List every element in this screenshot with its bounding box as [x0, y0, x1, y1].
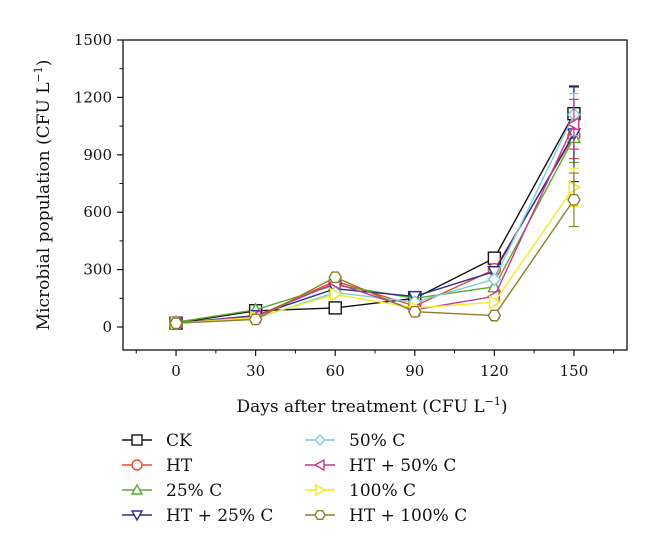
- data-point: [487, 272, 502, 287]
- data-point: [328, 271, 343, 284]
- legend-item: CK: [122, 431, 192, 451]
- series-line: [175, 137, 575, 323]
- legend-item: HT + 25% C: [122, 506, 273, 526]
- legend-label: HT + 50% C: [349, 456, 456, 476]
- legend: CK HT 25% C HT + 25% C 50% C HT + 50% C 100% C…: [122, 431, 467, 526]
- legend-label: 50% C: [349, 431, 405, 451]
- x-tick-label: 0: [171, 362, 181, 380]
- legend-marker: [314, 509, 326, 521]
- legend-marker: [131, 459, 143, 471]
- legend-label: CK: [166, 431, 192, 451]
- legend-marker: [314, 434, 326, 446]
- data-point: [329, 287, 343, 302]
- series-ht-100-c: [169, 172, 581, 330]
- series-line: [175, 133, 575, 324]
- legend-label: 25% C: [166, 481, 222, 501]
- series-line: [175, 123, 575, 324]
- legend-label: HT: [166, 456, 193, 476]
- legend-item: HT + 50% C: [305, 456, 456, 476]
- series-100-c: [170, 167, 582, 331]
- legend-label: HT + 100% C: [349, 506, 467, 526]
- data-point: [488, 294, 502, 310]
- legend-item: 25% C: [122, 481, 222, 501]
- x-tick-label: 120: [480, 362, 509, 380]
- legend-marker: [130, 483, 144, 495]
- data-point: [487, 309, 502, 322]
- legend-marker: [130, 510, 144, 522]
- y-tick-label: 300: [83, 261, 112, 279]
- legend-label: 100% C: [349, 481, 416, 501]
- y-tick-label: 1200: [74, 88, 112, 106]
- series-line: [175, 113, 575, 324]
- y-tick-label: 600: [83, 203, 112, 221]
- legend-item: HT + 100% C: [305, 506, 467, 526]
- data-point: [567, 193, 581, 206]
- y-tick-label: 900: [83, 146, 112, 164]
- y-axis-title: Microbial population (CFU L−1): [32, 60, 54, 331]
- x-tick-label: 60: [326, 362, 345, 380]
- x-tick-label: 30: [246, 362, 265, 380]
- series-group: [168, 85, 582, 331]
- series-ht-25-c: [168, 85, 582, 331]
- x-tick-label: 150: [560, 362, 589, 380]
- series-line: [176, 186, 575, 324]
- legend-marker: [315, 483, 327, 497]
- data-point: [328, 301, 342, 315]
- series-line: [176, 114, 575, 324]
- data-point: [248, 313, 263, 326]
- y-axis-title-group: Microbial population (CFU L−1): [32, 60, 54, 331]
- legend-label: HT + 25% C: [166, 506, 273, 526]
- data-point: [407, 305, 422, 318]
- series-line: [176, 199, 575, 324]
- data-point: [169, 317, 183, 330]
- legend-item: 100% C: [305, 481, 416, 501]
- data-point: [566, 117, 580, 132]
- x-axis-title: Days after treatment (CFU L−1): [236, 395, 507, 417]
- legend-item: 50% C: [305, 431, 405, 451]
- y-tick-label: 1500: [74, 31, 112, 49]
- legend-marker: [313, 458, 325, 472]
- legend-item: HT: [122, 456, 193, 476]
- legend-marker: [131, 434, 143, 446]
- x-tick-label: 90: [405, 362, 424, 380]
- y-tick-label: 0: [102, 318, 112, 336]
